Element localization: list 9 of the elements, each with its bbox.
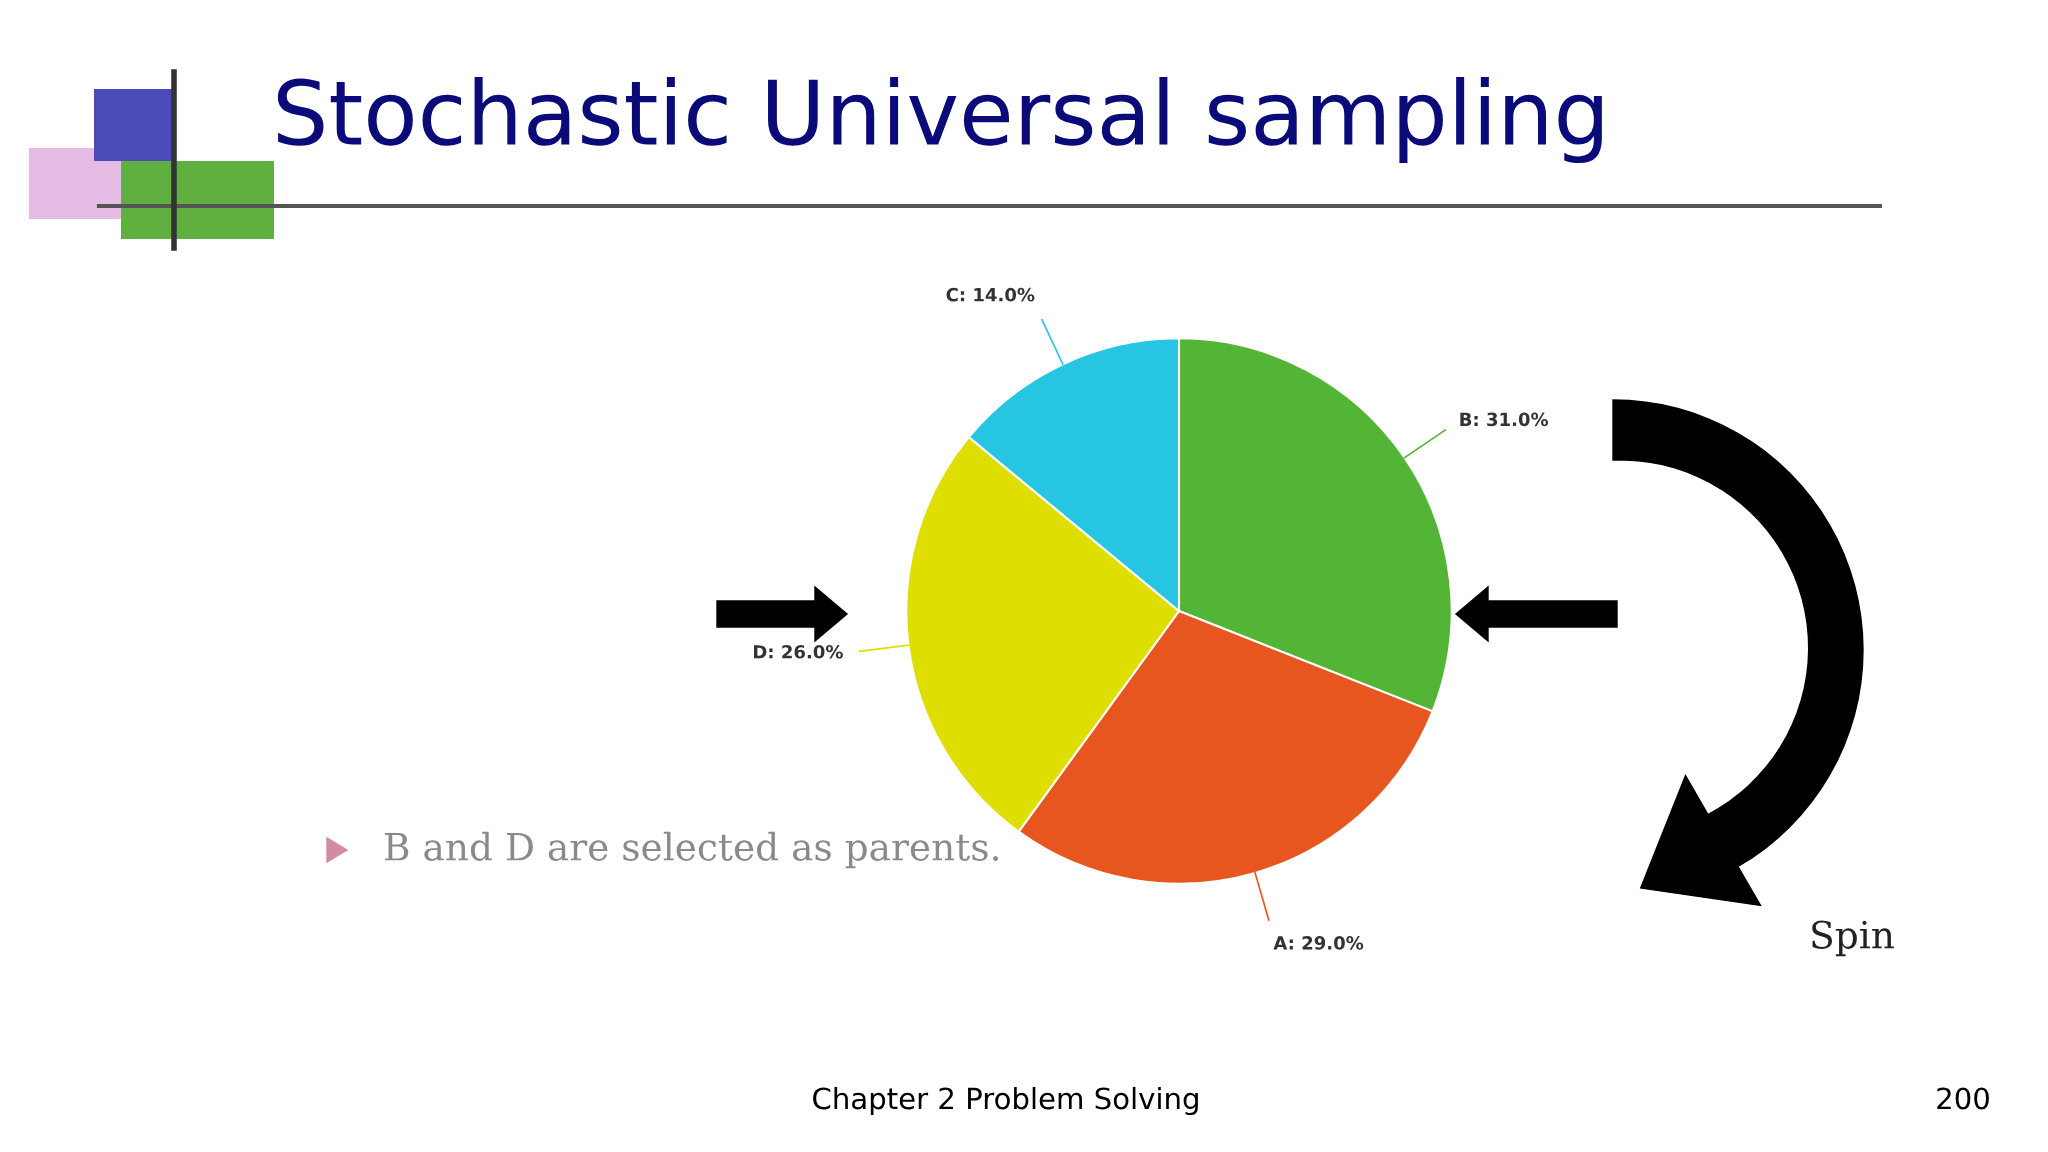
text: Chapter 2 Problem Solving (813, 1086, 1198, 1116)
slice-label: B: 31.0% (1460, 412, 1549, 427)
slice-label: D: 26.0% (754, 644, 843, 659)
text: 200 (1937, 1087, 1989, 1110)
text: Spin (1812, 920, 1894, 957)
slice-label: A: 29.0% (1273, 936, 1364, 950)
chart-title: Stochastic Universal sampling (277, 76, 1602, 164)
slice-label: C: 14.0% (946, 287, 1035, 302)
text: B and D are selected as parents. (385, 831, 998, 869)
